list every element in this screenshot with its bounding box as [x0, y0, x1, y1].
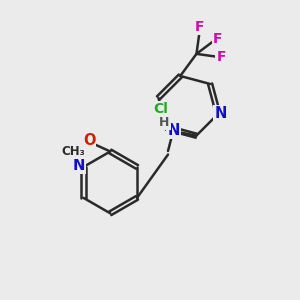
Text: Cl: Cl — [154, 102, 169, 116]
Text: F: F — [195, 20, 204, 34]
Text: CH₃: CH₃ — [61, 145, 85, 158]
Text: H: H — [159, 116, 170, 129]
Text: O: O — [83, 133, 95, 148]
Text: F: F — [213, 32, 222, 46]
Text: N: N — [214, 106, 227, 121]
Text: F: F — [217, 50, 226, 64]
Text: N: N — [73, 158, 85, 173]
Text: N: N — [167, 123, 179, 138]
